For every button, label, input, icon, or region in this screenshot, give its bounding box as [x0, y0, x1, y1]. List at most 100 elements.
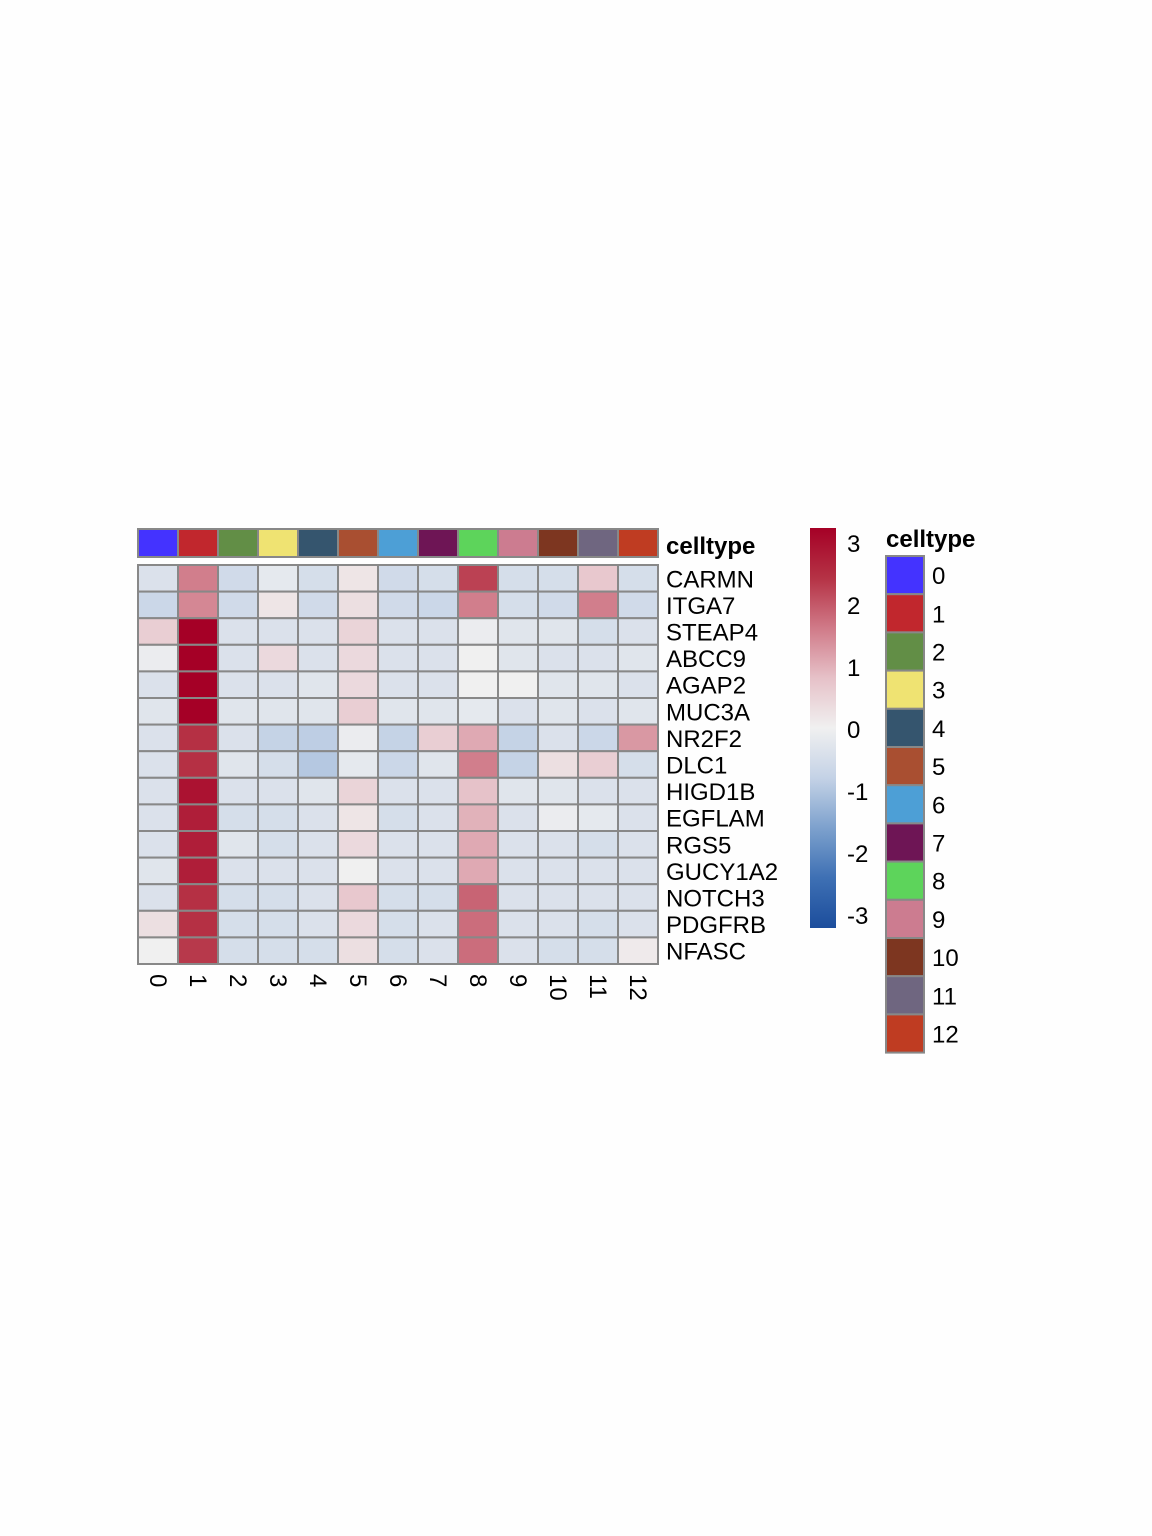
heatmap-cell: [377, 883, 419, 912]
heatmap-body: [137, 564, 659, 966]
heatmap-cell: [497, 909, 539, 939]
legend-label: 0: [932, 563, 945, 590]
heatmap-cell: [337, 723, 379, 753]
heatmap-cell: [537, 564, 579, 593]
heatmap-cell: [217, 776, 259, 806]
heatmap-cell: [417, 750, 459, 779]
heatmap-cell: [577, 830, 619, 859]
heatmap-cell: [497, 883, 539, 912]
heatmap-cell: [577, 564, 619, 593]
heatmap-cell: [617, 590, 659, 620]
heatmap-cell: [217, 590, 259, 620]
heatmap-cell: [297, 590, 339, 620]
heatmap-cell: [137, 590, 179, 620]
heatmap-cell: [417, 856, 459, 886]
heatmap-cell: [537, 670, 579, 700]
heatmap-cell: [257, 590, 299, 620]
heatmap-cell: [577, 936, 619, 966]
heatmap-cell: [497, 750, 539, 779]
heatmap-cell: [617, 750, 659, 779]
heatmap-cell: [257, 617, 299, 646]
heatmap-cell: [417, 883, 459, 912]
row-label: NR2F2: [666, 726, 742, 753]
heatmap-cell: [297, 697, 339, 726]
heatmap-cell: [177, 883, 219, 912]
heatmap-cell: [417, 909, 459, 939]
heatmap-cell: [417, 643, 459, 673]
heatmap-cell: [417, 617, 459, 646]
legend-swatch: [885, 860, 925, 901]
annotation-cell-4: [297, 528, 339, 558]
heatmap-cell: [257, 564, 299, 593]
heatmap-cell: [297, 670, 339, 700]
heatmap-cell: [377, 564, 419, 593]
heatmap-cell: [617, 697, 659, 726]
heatmap-cell: [257, 643, 299, 673]
row-label: ITGA7: [666, 593, 735, 620]
heatmap-cell: [377, 803, 419, 833]
heatmap-cell: [137, 830, 179, 859]
column-label: 3: [264, 974, 291, 987]
column-label: 12: [624, 974, 651, 1001]
heatmap-cell: [177, 909, 219, 939]
column-label: 4: [304, 974, 331, 987]
heatmap-cell: [457, 697, 499, 726]
heatmap-cell: [257, 670, 299, 700]
heatmap-cell: [137, 564, 179, 593]
heatmap-cell: [297, 776, 339, 806]
row-label: CARMN: [666, 566, 754, 593]
annotation-cell-5: [337, 528, 379, 558]
legend-label: 12: [932, 1022, 959, 1049]
heatmap-cell: [217, 803, 259, 833]
color-scale-bar: [810, 528, 836, 928]
heatmap-cell: [377, 697, 419, 726]
heatmap-cell: [177, 776, 219, 806]
column-label: 0: [144, 974, 171, 987]
heatmap-cell: [377, 936, 419, 966]
heatmap-cell: [577, 856, 619, 886]
color-scale-tick: 3: [847, 531, 860, 558]
legend-swatch: [885, 937, 925, 978]
heatmap-cell: [257, 697, 299, 726]
heatmap-cell: [457, 590, 499, 620]
annotation-label: celltype: [666, 533, 755, 560]
column-label: 1: [184, 974, 211, 987]
column-label: 5: [344, 974, 371, 987]
heatmap-cell: [337, 750, 379, 779]
heatmap-cell: [617, 564, 659, 593]
heatmap-cell: [457, 643, 499, 673]
column-label: 2: [224, 974, 251, 987]
legend-swatch: [885, 898, 925, 939]
legend-title: celltype: [886, 526, 975, 553]
heatmap-cell: [457, 883, 499, 912]
heatmap-cell: [337, 590, 379, 620]
legend-swatch: [885, 784, 925, 825]
annotation-cell-12: [617, 528, 659, 558]
heatmap-cell: [297, 909, 339, 939]
heatmap-cell: [217, 697, 259, 726]
heatmap-cell: [337, 830, 379, 859]
heatmap-cell: [177, 697, 219, 726]
heatmap-cell: [377, 643, 419, 673]
color-scale-tick: -1: [847, 779, 868, 806]
heatmap-cell: [177, 936, 219, 966]
heatmap-cell: [417, 776, 459, 806]
heatmap-cell: [377, 723, 419, 753]
legend-swatch: [885, 555, 925, 596]
row-label: RGS5: [666, 832, 731, 859]
heatmap-cell: [537, 643, 579, 673]
heatmap-cell: [297, 750, 339, 779]
heatmap-cell: [177, 670, 219, 700]
heatmap-cell: [337, 670, 379, 700]
heatmap-cell: [137, 936, 179, 966]
annotation-cell-2: [217, 528, 259, 558]
heatmap-cell: [497, 856, 539, 886]
heatmap-cell: [457, 909, 499, 939]
color-scale-tick: 1: [847, 655, 860, 682]
heatmap-cell: [417, 697, 459, 726]
heatmap-cell: [417, 590, 459, 620]
heatmap-cell: [417, 936, 459, 966]
legend-swatch: [885, 707, 925, 748]
heatmap-cell: [297, 723, 339, 753]
